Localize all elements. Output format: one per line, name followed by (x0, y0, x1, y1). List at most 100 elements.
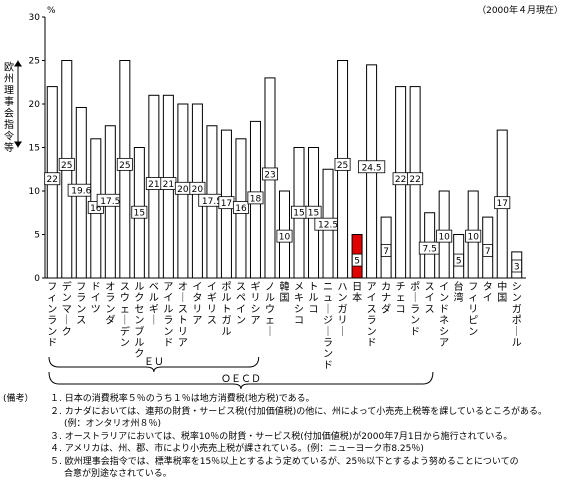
data-label-box (511, 259, 522, 273)
note-item: (例：オンタリオ州８％) (64, 419, 162, 429)
data-label: 20 (192, 185, 204, 195)
data-label-box (261, 167, 278, 181)
data-label-box (351, 253, 363, 267)
data-label: 16 (90, 204, 102, 214)
data-label-box (465, 229, 482, 243)
category-label: デンマ｜ク (62, 280, 72, 338)
category-label: フィンランド (47, 282, 57, 349)
data-label: 15 (134, 209, 145, 219)
note-item: １. 日本の消費税率５％のうち１％は地方消費税(地方税)である。 (50, 394, 315, 404)
group-label: ＯＥＣＤ (221, 374, 261, 385)
data-label: 5 (456, 257, 462, 267)
data-label: 22 (395, 175, 406, 185)
category-label: ギリシア (250, 281, 260, 327)
data-label: 17 (221, 199, 232, 209)
category-label: アイルランド (163, 282, 173, 349)
category-label: タイ (483, 281, 493, 304)
category-label: フィリピン (468, 282, 478, 338)
category-label: ドイツ (91, 282, 101, 315)
category-label: フランス (76, 282, 86, 327)
eu-directive-range-marker: 欧州理事会指令等 (4, 60, 22, 155)
category-label: ベルギ｜ (149, 281, 159, 327)
data-label: 24.5 (362, 163, 382, 173)
data-label-box (357, 160, 386, 174)
category-label: チェコ (396, 281, 406, 315)
data-label-box (305, 205, 322, 219)
y-tick-label: 5 (34, 231, 40, 241)
category-label: 中国 (497, 280, 507, 304)
data-label: 22 (47, 175, 58, 185)
data-label-box (276, 229, 293, 243)
category-label: 日本 (352, 282, 362, 304)
note-item: ３. オーストラリアにおいては、税率10％の財貨・サービス税(付加価値税)が20… (50, 431, 513, 442)
y-axis-unit-label: % (47, 6, 56, 16)
category-label: ポルトガル (221, 281, 231, 338)
data-label-box (131, 205, 148, 219)
data-label-box (494, 196, 511, 210)
category-label: トルコ (309, 282, 319, 315)
data-label-box (380, 244, 392, 257)
data-label: 10 (467, 233, 479, 243)
category-label: スイス (425, 282, 435, 315)
category-label: インドネシア (439, 282, 449, 349)
data-label-box (436, 229, 453, 243)
data-label: 16 (235, 204, 247, 214)
y-tick-label: 15 (29, 144, 40, 154)
category-label: ニュ｜ジ｜ランド (323, 282, 333, 371)
data-label-box (247, 191, 264, 205)
y-tick-label: 30 (29, 13, 41, 23)
category-label: シンガポ｜ル (512, 282, 522, 349)
data-label-box (116, 157, 133, 171)
data-label: 7.5 (422, 245, 436, 255)
data-label: 25 (119, 161, 130, 171)
data-label: 5 (354, 257, 360, 267)
category-label: 韓国 (280, 281, 290, 304)
category-label: ポ｜ランド (410, 281, 420, 338)
note-item: ４. アメリカは、州、郡、市により小売売上税が課されている。(例：ニューヨーク市… (50, 444, 424, 454)
group-bracket (48, 356, 260, 373)
note-item: ２. カナダにおいては、連邦の財貨・サービス税(付加価値税)の他に、州によって小… (50, 406, 548, 417)
data-label-box (44, 172, 61, 186)
arrow-up-icon (14, 60, 22, 67)
category-label: ハンガリ｜ (338, 282, 348, 338)
data-label: 10 (279, 233, 291, 243)
data-label-box (189, 181, 206, 195)
category-label: アイスランド (367, 282, 377, 349)
data-label: 19.6 (71, 187, 91, 197)
category-label: スペイン (236, 282, 246, 327)
data-label: 15 (308, 209, 319, 219)
data-label-box (482, 244, 493, 257)
note-item: ５. 欧州理事会指令では、標準税率を15％以上とするよう定めているが、25％以下… (50, 456, 519, 467)
data-label: 17.5 (202, 197, 222, 207)
data-label: 7 (485, 247, 491, 257)
data-label: 3 (514, 263, 520, 273)
category-label: オ｜ストリア (178, 281, 188, 349)
category-label: カナダ (381, 281, 391, 315)
group-bracket (48, 371, 434, 390)
data-label-box (232, 201, 249, 214)
data-label: 25 (61, 161, 72, 171)
y-tick-label: 10 (29, 187, 41, 197)
category-label: 台湾 (454, 280, 464, 304)
group-label: ＥＵ (144, 357, 164, 368)
y-tick-label: 25 (29, 57, 40, 67)
range-label: 欧州理事会指令等 (4, 62, 14, 155)
note-item: 合意が別途なされている。 (64, 469, 172, 479)
y-axis: 0 5 10 15 20 25 30 (29, 13, 526, 284)
category-label: ノルウェ｜ (265, 282, 275, 338)
data-label: 22 (409, 175, 420, 185)
category-label: イタリア (192, 282, 202, 327)
y-tick-label: 0 (34, 274, 40, 284)
data-label-box (407, 172, 424, 186)
category-label: メキシコ (294, 282, 304, 327)
data-label: 17 (497, 199, 508, 209)
data-label-box (453, 253, 464, 267)
data-label-box (334, 157, 351, 171)
data-label: 21 (163, 180, 174, 190)
category-label: スウェ｜デン (120, 282, 130, 349)
data-label: 23 (264, 170, 275, 180)
notes-heading: (備考） (3, 394, 34, 404)
y-tick-label: 20 (29, 100, 41, 110)
